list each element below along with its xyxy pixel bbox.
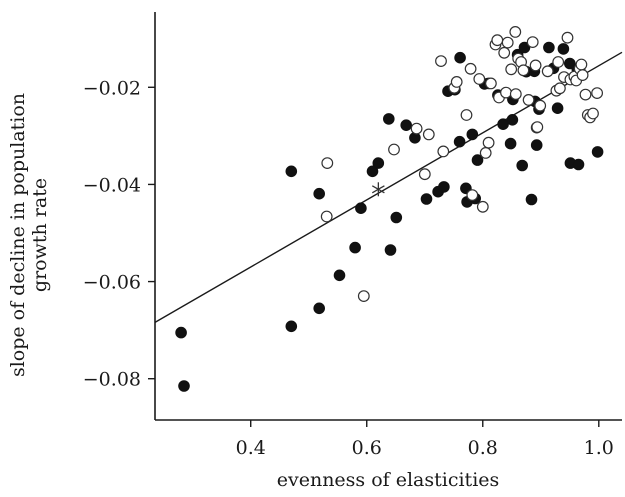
star-stroke <box>371 185 385 194</box>
open-data-point <box>505 63 518 76</box>
open-data-point <box>476 200 489 213</box>
data-points <box>175 25 604 392</box>
filled-data-point <box>313 187 326 200</box>
fit-line-group <box>154 51 623 323</box>
filled-data-point <box>525 193 538 206</box>
open-data-point <box>554 82 566 95</box>
filled-data-point <box>372 157 385 169</box>
open-data-point <box>491 34 504 47</box>
filled-data-point <box>366 165 379 178</box>
filled-data-point <box>506 114 519 126</box>
open-data-point <box>500 86 512 99</box>
open-data-point <box>464 62 477 75</box>
open-data-point <box>498 46 511 59</box>
open-data-point <box>422 128 435 141</box>
filled-data-point <box>438 181 450 193</box>
open-data-point <box>388 143 400 156</box>
filled-data-point <box>591 146 604 158</box>
filled-data-point <box>453 135 466 148</box>
filled-data-point <box>572 158 585 171</box>
axes <box>154 12 622 421</box>
open-data-point <box>410 122 423 135</box>
open-data-point <box>517 64 530 77</box>
filled-data-point <box>497 118 509 130</box>
filled-data-point <box>285 320 298 333</box>
filled-data-point <box>420 193 433 205</box>
filled-data-point <box>384 244 397 256</box>
y-tick-label: −0.04 <box>83 174 141 196</box>
x-tick-label: 1.0 <box>584 437 614 459</box>
x-ticks: 0.4 0.6 0.8 1.0 <box>236 420 614 459</box>
filled-data-point <box>349 241 361 254</box>
y-tick-label: −0.02 <box>83 77 141 99</box>
filled-data-point <box>383 113 395 125</box>
filled-data-point <box>454 51 466 64</box>
filled-data-point <box>557 43 570 55</box>
filled-data-point <box>390 211 403 224</box>
open-data-point <box>501 36 514 49</box>
filled-data-point <box>551 102 564 114</box>
open-data-point <box>418 168 431 181</box>
open-data-point <box>473 73 486 85</box>
open-data-point <box>552 56 565 68</box>
open-data-point <box>587 107 599 120</box>
x-tick-label: 0.6 <box>352 437 382 459</box>
y-tick-label: −0.08 <box>83 369 141 391</box>
open-data-point <box>482 136 495 149</box>
open-data-point <box>460 109 473 121</box>
filled-data-point <box>530 139 543 151</box>
open-data-point <box>479 146 492 159</box>
regression-line <box>154 51 623 323</box>
open-data-point <box>466 189 479 202</box>
open-data-point <box>320 210 333 223</box>
open-data-point <box>534 99 547 112</box>
open-data-point <box>522 93 535 106</box>
open-data-point <box>509 25 522 38</box>
filled-data-point <box>175 326 187 339</box>
open-data-point <box>529 59 542 72</box>
filled-data-point <box>400 119 413 131</box>
filled-data-point <box>178 380 190 392</box>
x-tick-label: 0.4 <box>236 437 266 459</box>
open-data-point <box>450 75 463 88</box>
filled-data-point <box>516 159 529 172</box>
x-axis-label: evenness of elasticities <box>277 469 500 491</box>
open-data-point <box>531 121 544 133</box>
open-data-point <box>485 77 497 90</box>
filled-data-point <box>471 154 484 166</box>
open-data-point <box>576 69 589 81</box>
filled-data-point <box>543 41 555 54</box>
open-data-point <box>541 65 554 78</box>
filled-data-point <box>333 269 346 282</box>
open-data-point <box>437 145 450 158</box>
open-data-point <box>561 31 574 44</box>
open-data-point <box>526 36 539 48</box>
open-data-point <box>579 88 592 101</box>
open-data-point <box>321 157 334 170</box>
open-data-point <box>357 290 370 303</box>
y-tick-label: −0.06 <box>83 272 141 294</box>
filled-data-point <box>285 165 298 178</box>
y-axis-label-line-1: slope of decline in population <box>7 93 29 377</box>
open-data-point <box>575 58 588 71</box>
y-axis-label-line-2: growth rate <box>29 178 51 292</box>
filled-data-point <box>504 137 517 150</box>
x-tick-label: 0.8 <box>468 437 498 459</box>
open-data-point <box>509 88 522 100</box>
y-ticks: −0.02 −0.04 −0.06 −0.08 <box>83 77 155 391</box>
filled-data-point <box>518 41 531 54</box>
filled-data-point <box>466 128 479 141</box>
open-data-point <box>435 55 447 67</box>
open-data-point <box>591 87 603 99</box>
star-marker-group <box>371 182 385 197</box>
star-marker <box>371 182 385 197</box>
filled-data-point <box>355 202 367 214</box>
filled-data-point <box>313 302 326 315</box>
